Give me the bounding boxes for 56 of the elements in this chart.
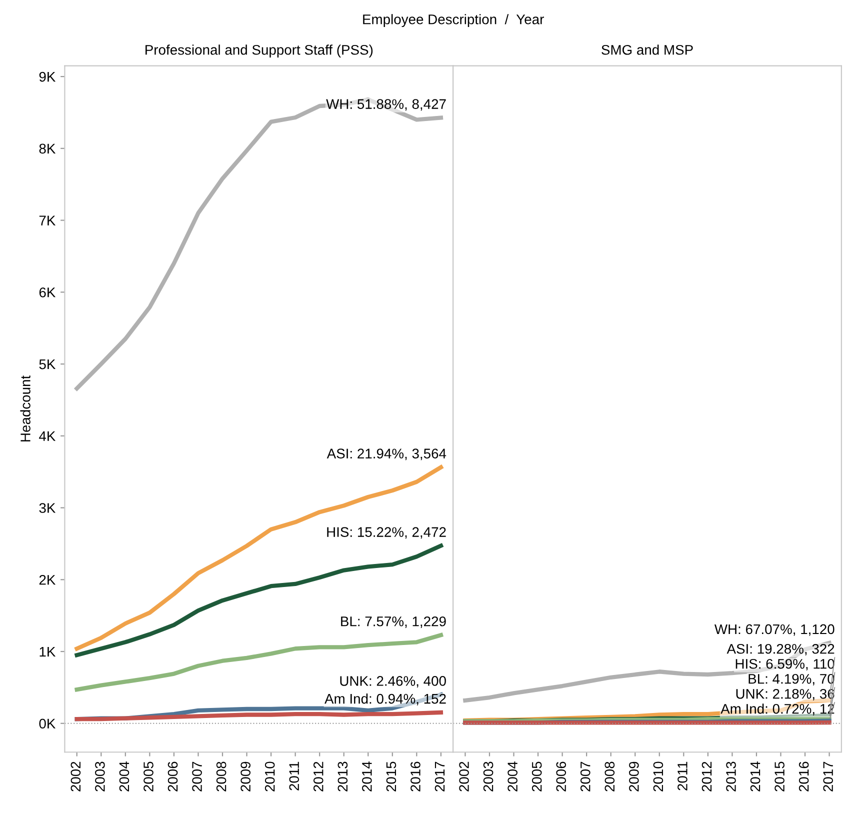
x-tick-label: 2010 bbox=[264, 762, 275, 792]
x-tick-label: 2004 bbox=[119, 762, 130, 792]
y-tick-label: 3K bbox=[39, 503, 56, 513]
x-tick-label: 2017 bbox=[434, 762, 445, 792]
x-tick-label: 2003 bbox=[95, 762, 105, 792]
x-tick-label: 2004 bbox=[508, 762, 518, 792]
annotation: HIS: 15.22%, 2,472 bbox=[327, 527, 446, 539]
x-tick-label: 2007 bbox=[192, 762, 202, 792]
y-tick-label: 7K bbox=[39, 216, 56, 226]
x-tick-label: 2002 bbox=[70, 762, 81, 792]
annotation: BL: 7.57%, 1,229 bbox=[341, 616, 446, 628]
chart-title: Professional and Support Staff (PSS) bbox=[146, 44, 373, 58]
annotation: Am Ind: 0.94%, 152 bbox=[324, 694, 446, 706]
chart-subtitle: Employee Description / Year bbox=[363, 14, 544, 28]
x-tick-label: 2011 bbox=[289, 762, 300, 790]
annotation: WH: 67.07%, 1,120 bbox=[714, 624, 834, 636]
x-tick-label: 2015 bbox=[774, 762, 784, 792]
x-tick-label: 2005 bbox=[532, 762, 542, 792]
x-tick-label: 2013 bbox=[338, 762, 348, 792]
x-tick-label: 2008 bbox=[216, 762, 226, 792]
chart-title: SMG and MSP bbox=[602, 44, 693, 55]
annotation: ASI: 19.28%, 322 bbox=[726, 644, 834, 656]
x-tick-label: 2009 bbox=[240, 762, 250, 792]
x-tick-label: 2012 bbox=[313, 762, 324, 792]
y-tick-label: 0K bbox=[39, 718, 56, 729]
y-tick-label: 4K bbox=[39, 431, 56, 441]
x-tick-label: 2016 bbox=[410, 762, 420, 792]
x-tick-label: 2006 bbox=[168, 762, 178, 792]
x-tick-label: 2003 bbox=[483, 762, 494, 792]
x-tick-label: 2012 bbox=[702, 762, 712, 792]
x-tick-label: 2009 bbox=[629, 762, 639, 792]
y-tick-label: 6K bbox=[39, 287, 56, 298]
x-tick-label: 2007 bbox=[580, 762, 590, 792]
x-tick-label: 2010 bbox=[653, 762, 664, 792]
annotation: UNK: 2.46%, 400 bbox=[340, 676, 446, 688]
y-tick-label: 2K bbox=[39, 574, 56, 585]
x-tick-label: 2017 bbox=[823, 762, 834, 792]
x-tick-label: 2016 bbox=[798, 762, 809, 792]
y-tick-label: 8K bbox=[39, 144, 56, 154]
annotation: HIS: 6.59%, 110 bbox=[736, 658, 834, 670]
y-tick-label: 5K bbox=[39, 360, 56, 370]
annotation: BL: 4.19%, 70 bbox=[748, 674, 834, 686]
x-tick-label: 2002 bbox=[459, 762, 469, 792]
x-tick-label: 2015 bbox=[386, 762, 396, 792]
x-tick-label: 2014 bbox=[362, 762, 372, 792]
x-tick-label: 2006 bbox=[556, 762, 566, 792]
x-tick-label: 2008 bbox=[604, 762, 615, 792]
annotation: ASI: 21.94%, 3,564 bbox=[326, 448, 446, 460]
y-tick-label: 1K bbox=[40, 646, 56, 657]
x-tick-label: 2011 bbox=[678, 762, 688, 790]
x-tick-label: 2005 bbox=[144, 762, 154, 792]
x-tick-label: 2013 bbox=[726, 762, 736, 792]
x-tick-label: 2014 bbox=[750, 762, 760, 792]
y-tick-label: 9K bbox=[39, 72, 56, 82]
y-axis-title: Headcount bbox=[20, 375, 30, 442]
annotation: WH: 51.88%, 8,427 bbox=[326, 99, 446, 111]
